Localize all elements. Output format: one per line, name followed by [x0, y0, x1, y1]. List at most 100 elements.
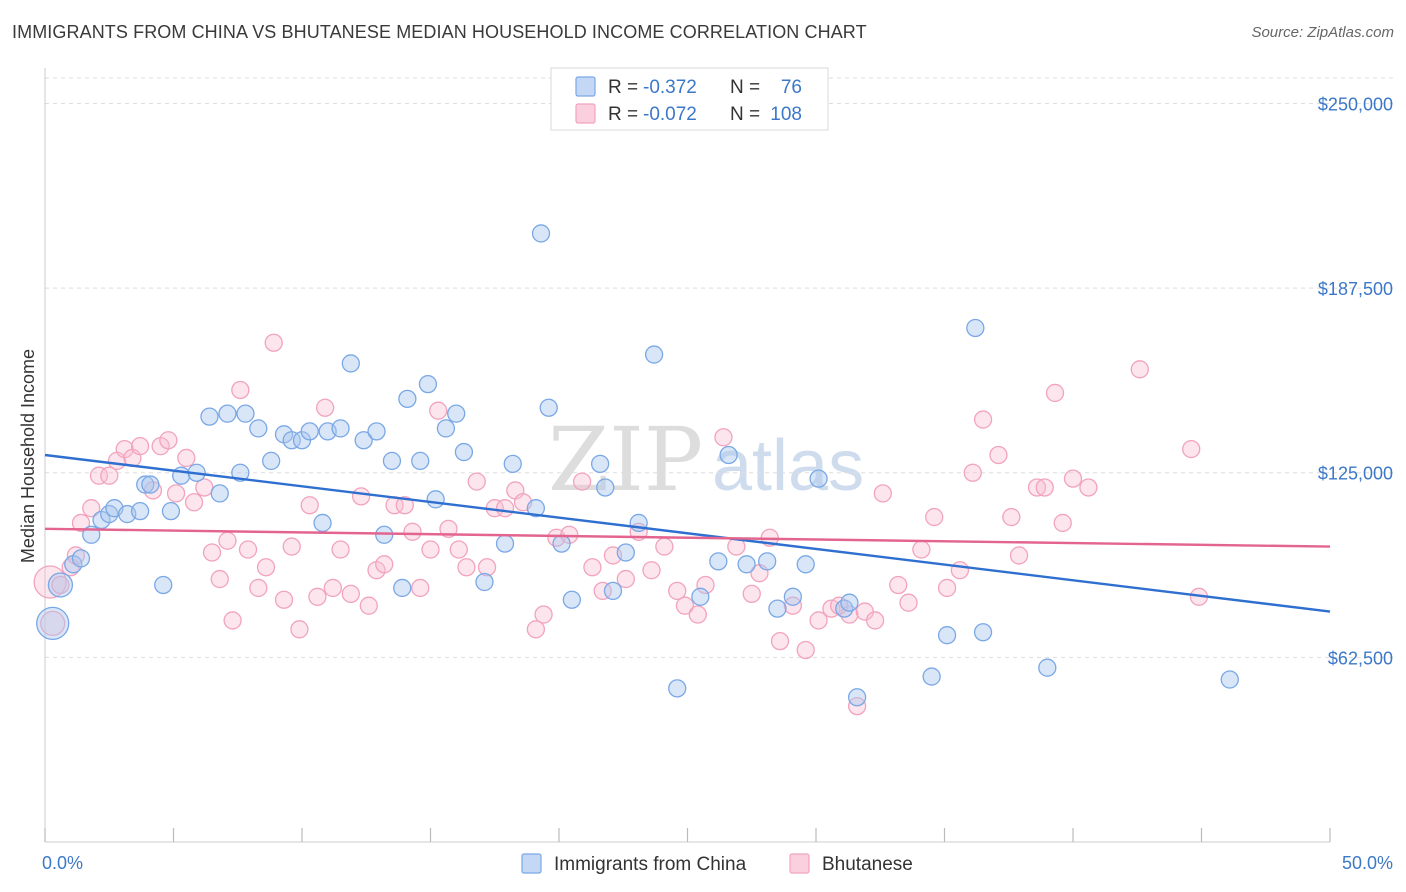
point-bhutanese — [1009, 546, 1029, 565]
point-china — [100, 504, 119, 524]
point-bhutanese — [256, 558, 276, 577]
point-china — [36, 606, 70, 641]
watermark: ZIP atlas — [548, 408, 864, 511]
point-bhutanese — [375, 555, 394, 574]
point-china — [966, 318, 985, 338]
bottom-legend-label-bhutanese: Bhutanese — [822, 854, 913, 875]
point-china — [840, 593, 859, 612]
point-china — [454, 442, 474, 462]
legend-swatch-bhutanese — [575, 103, 596, 124]
point-bhutanese — [395, 496, 414, 515]
point-bhutanese — [202, 543, 222, 562]
point-bhutanese — [223, 611, 242, 630]
point-china — [531, 224, 551, 243]
y-axis-title: Median Household Income — [18, 349, 38, 563]
point-bhutanese — [937, 578, 957, 598]
point-china — [354, 431, 373, 450]
point-china — [218, 404, 237, 423]
point-bhutanese — [865, 611, 885, 630]
point-china — [161, 501, 181, 521]
legend-swatch-china — [575, 76, 596, 97]
point-bhutanese — [411, 578, 430, 598]
point-bhutanese — [1027, 478, 1047, 497]
gridlines — [45, 77, 1395, 658]
point-bhutanese — [973, 410, 993, 429]
x-tick-label-max: 50.0% — [1342, 853, 1393, 873]
point-bhutanese — [1035, 478, 1054, 497]
point-bhutanese — [331, 540, 350, 559]
legend-box: R = -0.372 N = 76 R = -0.072 N = 108 — [550, 67, 829, 131]
point-china — [1220, 670, 1239, 689]
point-bhutanese — [899, 593, 918, 612]
point-bhutanese — [439, 519, 458, 539]
y-tick-label: $125,000 — [1318, 464, 1393, 484]
point-china — [393, 578, 412, 598]
point-china — [809, 469, 828, 488]
point-bhutanese — [889, 575, 908, 595]
point-bhutanese — [495, 499, 515, 518]
point-china — [616, 543, 635, 562]
point-china — [367, 422, 386, 441]
point-bhutanese — [282, 537, 301, 556]
y-tick-label: $62,500 — [1328, 648, 1393, 668]
point-bhutanese — [688, 605, 707, 624]
point-china — [644, 345, 664, 364]
point-bhutanese — [210, 569, 229, 589]
point-china — [539, 398, 558, 417]
point-china — [719, 445, 738, 465]
point-china — [47, 572, 74, 598]
trend-line-china — [44, 453, 1331, 613]
trend-line-bhutanese — [44, 527, 1331, 548]
legend-r-label-bhutanese: R = — [608, 104, 638, 125]
legend-r-value-bhutanese: -0.072 — [643, 104, 697, 125]
watermark-zip: ZIP — [548, 408, 703, 511]
point-china — [436, 419, 456, 438]
point-bhutanese — [177, 448, 196, 468]
point-china — [236, 404, 255, 423]
point-china — [331, 419, 350, 438]
point-china — [210, 484, 229, 503]
point-bhutanese — [809, 611, 828, 630]
point-china — [382, 451, 402, 471]
point-china — [922, 667, 941, 686]
point-china — [552, 534, 571, 553]
point-bhutanese — [100, 466, 119, 485]
point-china — [200, 407, 219, 426]
bottom-legend: Immigrants from China Bhutanese — [521, 853, 913, 875]
point-bhutanese — [467, 472, 486, 491]
point-bhutanese — [963, 463, 982, 482]
point-bhutanese — [950, 561, 970, 580]
point-bhutanese — [668, 581, 687, 601]
point-china — [141, 475, 160, 494]
point-china — [249, 419, 268, 438]
point-bhutanese — [89, 466, 109, 485]
bottom-legend-label-china: Immigrants from China — [554, 854, 747, 875]
point-china — [768, 599, 787, 618]
point-china — [282, 431, 301, 450]
point-china — [130, 501, 150, 521]
point-china — [300, 422, 319, 441]
point-bhutanese — [526, 620, 546, 639]
point-bhutanese — [1063, 469, 1083, 488]
legend-n-value-bhutanese: 108 — [770, 104, 802, 125]
point-bhutanese — [159, 431, 178, 450]
point-bhutanese — [51, 575, 70, 595]
point-china — [709, 552, 728, 571]
point-bhutanese — [341, 584, 360, 603]
point-bhutanese — [655, 537, 674, 556]
point-china — [758, 552, 777, 571]
point-bhutanese — [1130, 360, 1149, 379]
point-china — [495, 534, 515, 553]
series-bhutanese — [33, 333, 1209, 716]
point-china — [937, 626, 957, 645]
point-china — [398, 389, 417, 409]
point-china — [71, 549, 91, 568]
point-china — [411, 451, 430, 471]
point-china — [691, 587, 710, 606]
point-bhutanese — [290, 620, 309, 639]
point-china — [847, 688, 867, 707]
trend-lines — [44, 453, 1331, 613]
point-bhutanese — [218, 531, 237, 550]
point-china — [313, 513, 332, 533]
x-ticks — [44, 828, 1331, 842]
